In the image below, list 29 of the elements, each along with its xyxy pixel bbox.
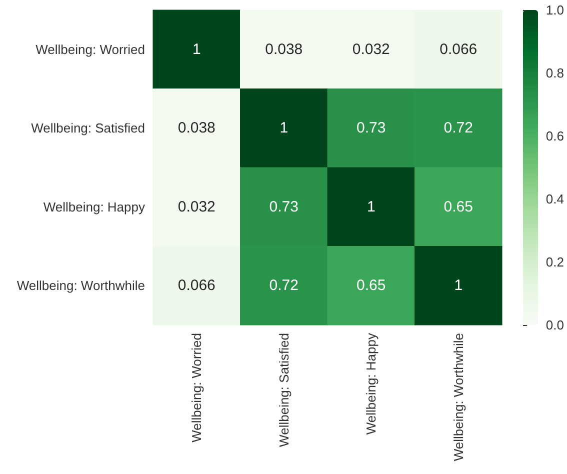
data-label: 0.72 xyxy=(444,120,473,137)
color-bar-label: 0.2 xyxy=(546,254,564,270)
color-bar-label: 1.0 xyxy=(546,2,564,18)
color-bar-label: 0.6 xyxy=(546,128,564,144)
data-label: 1 xyxy=(454,277,463,294)
data-label: 0.73 xyxy=(269,198,298,216)
data-label: 0.65 xyxy=(444,198,473,216)
data-label: 0.066 xyxy=(440,40,478,58)
data-label: 0.038 xyxy=(178,120,216,137)
y-tick-label: Wellbeing: Worried xyxy=(36,42,145,57)
data-label: 0.032 xyxy=(352,40,390,58)
y-tick-label: Wellbeing: Worthwhile xyxy=(16,278,145,294)
data-label: 0.038 xyxy=(265,40,303,58)
data-label: 1 xyxy=(280,120,288,137)
data-label: 0.066 xyxy=(178,277,216,294)
color-bar-label: 0.0 xyxy=(546,318,564,332)
x-tick-label: Wellbeing: Happy xyxy=(364,332,379,435)
data-label: 1 xyxy=(366,198,376,216)
color-bar-label: 0.4 xyxy=(546,192,564,206)
data-label: 0.73 xyxy=(356,120,386,137)
color-bar-label: 0.8 xyxy=(546,66,564,80)
data-label: 0.65 xyxy=(356,277,386,294)
y-tick-label: Wellbeing: Happy xyxy=(43,199,146,214)
data-label: 0.032 xyxy=(178,198,216,216)
data-label: 0.72 xyxy=(269,277,298,294)
data-label: 1 xyxy=(192,40,201,58)
x-tick-label: Wellbeing: Worthwhile xyxy=(450,333,466,462)
x-tick-label: Wellbeing: Satisfied xyxy=(276,333,292,447)
y-tick-label: Wellbeing: Satisfied xyxy=(31,120,145,136)
